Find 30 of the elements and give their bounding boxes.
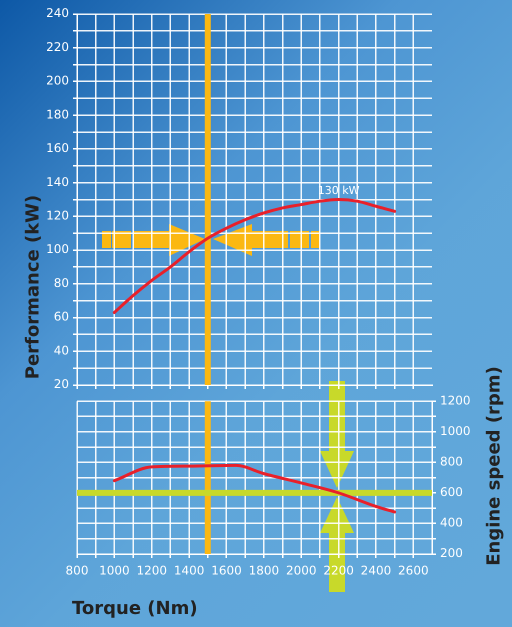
- y-tick-label: 120: [46, 208, 69, 222]
- x-tick-label: 2000: [286, 563, 316, 578]
- y2-tick-label: 600: [440, 485, 463, 500]
- y-tick-label: 240: [46, 6, 69, 20]
- y-tick-label: 220: [46, 40, 69, 54]
- y2-tick-label: 1200: [440, 393, 471, 408]
- y-tick-label: 200: [46, 74, 69, 88]
- y-tick-label: 160: [46, 141, 69, 156]
- y-tick-label: 60: [54, 310, 69, 324]
- x-tick-label: 1600: [211, 563, 242, 578]
- y-tick-label: 100: [46, 242, 69, 256]
- y-axis-title: Performance (kW): [22, 194, 44, 380]
- y-tick-label: 180: [46, 107, 69, 122]
- x-tick-label: 1200: [136, 563, 168, 578]
- x-axis-title: Torque (Nm): [72, 598, 198, 619]
- x-tick-label: 2400: [360, 563, 392, 578]
- x-tick-label: 800: [66, 563, 88, 578]
- y-tick-label: 80: [54, 276, 69, 290]
- y2-axis-title: Engine speed (rpm): [484, 366, 504, 566]
- y-tick-label: 140: [46, 174, 69, 189]
- x-tick-label: 1800: [248, 563, 280, 578]
- x-tick-label: 2600: [398, 563, 429, 578]
- y-tick-label: 40: [54, 343, 69, 358]
- x-tick-label: 1000: [99, 563, 130, 578]
- y2-tick-label: 200: [440, 546, 463, 560]
- y2-tick-label: 800: [440, 454, 463, 468]
- y-tick-label: 20: [54, 377, 69, 392]
- x-tick-label: 1400: [174, 563, 204, 578]
- y2-tick-label: 1000: [440, 424, 471, 438]
- y2-tick-label: 400: [440, 516, 463, 530]
